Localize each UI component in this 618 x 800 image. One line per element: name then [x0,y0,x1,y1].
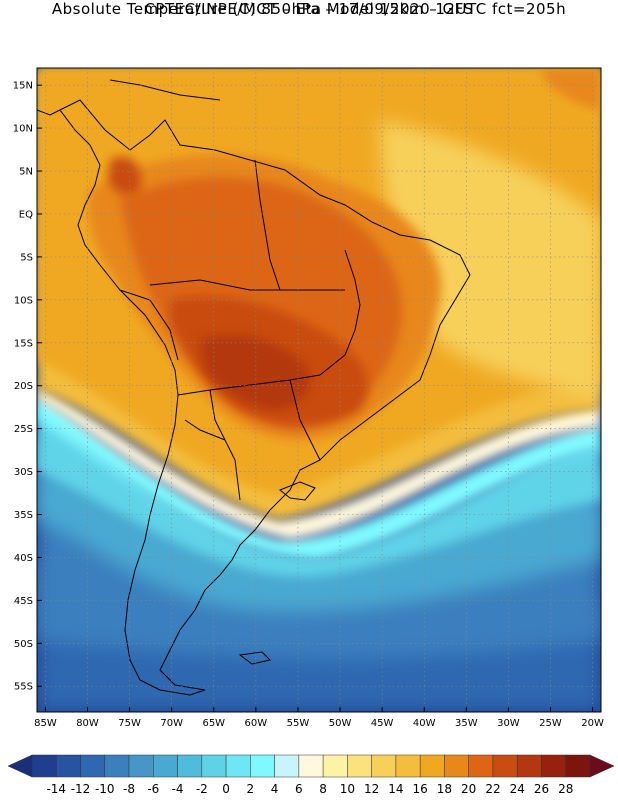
colorbar-swatch [419,754,445,778]
colorbar-swatch [516,754,542,778]
colorbar-swatch [128,754,154,778]
colorbar-swatch [201,754,227,778]
lat-tick-label: 55S [14,682,33,693]
colorbar-tick-label: 28 [558,782,573,796]
lon-tick-label: 65W [202,718,225,729]
colorbar [7,754,615,778]
lon-tick-label: 30W [497,718,520,729]
lon-tick-label: 80W [76,718,99,729]
colorbar-tick-label: 16 [413,782,428,796]
colorbar-tick-label: 24 [510,782,525,796]
colorbar-tick-label: -2 [196,782,208,796]
colorbar-swatch [274,754,300,778]
colorbar-swatch [177,754,203,778]
colorbar-swatch [104,754,130,778]
colorbar-tick-label: 12 [364,782,379,796]
plot-frame [36,67,602,713]
lat-tick-label: 5N [19,167,33,178]
colorbar-swatch [298,754,324,778]
colorbar-swatch [444,754,469,778]
colorbar-swatch [347,754,372,778]
lat-tick-label: 50S [14,639,33,650]
colorbar-tick-label: 2 [247,782,255,796]
lat-tick-label: 10S [14,295,33,306]
lon-tick-label: 85W [34,718,57,729]
colorbar-swatch [492,754,518,778]
temperature-field [37,68,601,712]
colorbar-labels: -14 -12 -10 -8 -6 -4 -2 0 2 4 6 8 10 12 14 16 18 20 22 24 26… [46,782,573,796]
colorbar-tick-label: 18 [437,782,452,796]
latitude-labels: 15N 10N 5N EQ 5S 10S 15S 20S 25S 30S 35S 40S 45S 50S 5… [13,81,42,693]
colorbar-swatch [322,754,348,778]
colorbar-swatch [371,754,397,778]
colorbar-swatch [80,754,106,778]
longitude-labels: 85W 80W 75W 70W 65W 60W 55W 50W 45W 40W 35W 30W 25W 2… [34,707,604,729]
colorbar-swatch [31,754,57,778]
lon-tick-label: 35W [455,718,478,729]
lon-tick-label: 25W [539,718,562,729]
lon-tick-label: 20W [581,718,604,729]
colorbar-tick-label: 20 [461,782,476,796]
lat-tick-label: 10N [13,124,33,135]
colorbar-swatch [153,754,178,778]
map-title-line1: CPTEC/INPE/MCT – Eta Model 15km – GFS [144,0,474,18]
lat-lon-grid [37,68,601,712]
lat-tick-label: EQ [19,209,33,220]
colorbar-tick-label: 14 [388,782,403,796]
colorbar-tick-label: 26 [534,782,549,796]
colorbar-tick-label: 22 [485,782,500,796]
colorbar-tick-label: -4 [172,782,184,796]
lat-tick-label: 15S [14,338,33,349]
lat-tick-label: 5S [20,252,33,263]
lat-tick-label: 20S [14,381,33,392]
colorbar-swatch [541,754,566,778]
colorbar-tick-label: -14 [46,782,66,796]
lat-tick-label: 40S [14,553,33,564]
colorbar-tick-label: 8 [319,782,327,796]
colorbar-tick-label: -10 [95,782,115,796]
colorbar-swatch [225,754,251,778]
lon-tick-label: 60W [245,718,268,729]
colorbar-tick-label: 10 [340,782,355,796]
lat-tick-label: 30S [14,467,33,478]
lon-tick-label: 75W [118,718,141,729]
colorbar-swatch [565,754,591,778]
coastline-outline [37,79,471,696]
colorbar-tick-label: -6 [147,782,159,796]
lon-tick-label: 45W [371,718,394,729]
colorbar-swatch [395,754,421,778]
lon-tick-label: 40W [413,718,436,729]
map-title-line2: Absolute Temperature (C) 850hPa – 17/09/… [51,0,567,18]
lat-tick-label: 25S [14,424,33,435]
colorbar-tick-label: -8 [123,782,135,796]
colorbar-swatch [250,754,275,778]
lon-tick-label: 50W [329,718,352,729]
lat-tick-label: 35S [14,510,33,521]
colorbar-tick-label: 6 [295,782,303,796]
lon-tick-label: 70W [160,718,183,729]
colorbar-over-arrow [589,754,615,778]
lon-tick-label: 55W [287,718,310,729]
colorbar-swatch [56,754,81,778]
colorbar-swatch [468,754,494,778]
colorbar-tick-label: -12 [71,782,91,796]
lat-tick-label: 15N [13,81,33,92]
lat-tick-label: 45S [14,596,33,607]
colorbar-under-arrow [7,754,33,778]
colorbar-tick-label: 0 [222,782,230,796]
colorbar-tick-label: 4 [271,782,279,796]
